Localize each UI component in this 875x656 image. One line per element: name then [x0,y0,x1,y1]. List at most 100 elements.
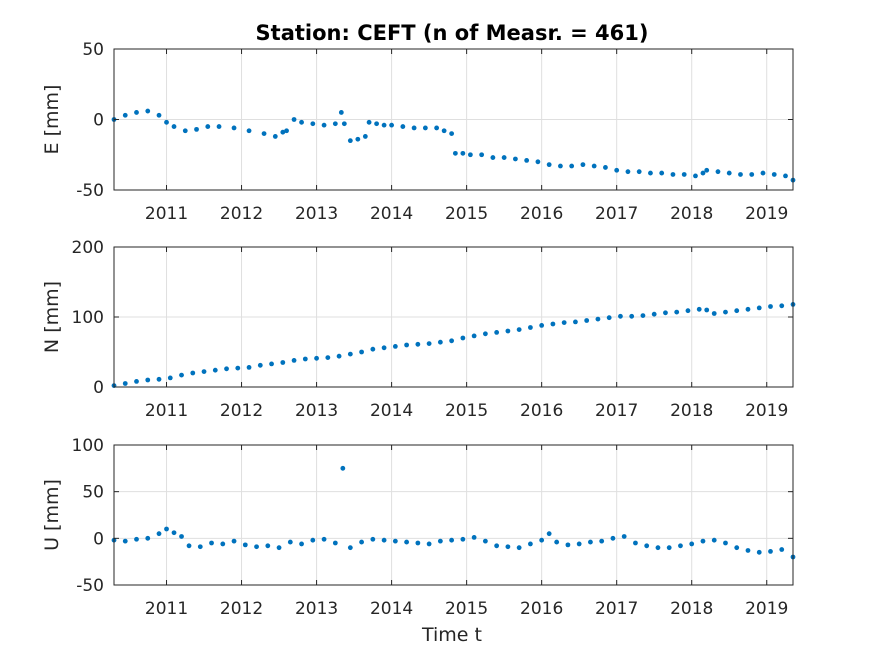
up-data-point [242,542,248,548]
north-data-point [640,313,646,318]
east-data-point [501,155,507,160]
north-data-point [190,370,196,376]
north-data-point [122,381,128,386]
up-data-point [546,531,552,537]
up-data-point [633,540,638,546]
up-data-point [528,541,533,547]
east-x-tick-label: 2016 [520,204,563,224]
east-data-point [704,167,710,173]
east-subplot: 2011 2012 2013 2014 2015 2016 2017 2018 2019 -50 0… [41,40,796,224]
east-data-point [411,125,417,131]
east-data-point [332,121,338,127]
up-data-point [655,545,661,551]
up-data-point [426,541,432,547]
up-y-axis-label: U [mm] [41,479,63,551]
east-data-point [771,172,777,177]
east-data-point [546,162,552,168]
north-data-point [779,303,785,309]
east-data-point [284,128,289,134]
north-data-point [723,309,728,315]
up-y-tick-label: -50 [76,576,104,596]
up-data-point [392,538,398,544]
north-y-tick-label: 100 [72,308,104,328]
up-data-point [610,535,616,541]
north-x-tick-label: 2017 [595,401,638,421]
east-data-point [452,150,458,156]
east-data-point [591,163,597,169]
north-data-point [494,330,500,335]
up-y-tick-label: 0 [93,529,104,549]
north-data-point [156,376,162,382]
east-data-point [355,136,361,142]
up-data-point [711,537,717,543]
north-data-point [370,346,376,352]
up-data-point [554,539,560,545]
east-data-point [726,170,732,176]
up-data-point [254,544,259,550]
east-data-point [194,126,199,132]
north-data-point [734,308,740,314]
east-data-point [299,119,304,125]
east-data-point [512,156,518,162]
east-data-point [715,169,721,175]
north-y-tick-label: 200 [72,238,104,258]
north-data-point [595,316,601,322]
east-data-point [700,170,706,176]
east-data-point [441,128,447,134]
east-data-point [749,172,755,177]
up-data-point [340,465,346,471]
north-data-point [302,356,308,362]
up-data-point [310,537,316,543]
north-data-point [179,372,184,378]
up-data-point [756,549,762,555]
north-data-point [618,313,623,319]
up-data-point [471,535,477,540]
east-data-point [460,150,466,156]
east-data-point [670,172,676,177]
north-data-point [528,325,533,330]
up-y-tick-label: 50 [82,483,104,503]
east-data-point [231,125,237,131]
east-data-point [366,119,372,125]
north-data-point [629,313,635,319]
east-data-point [681,172,687,177]
up-data-point [666,545,672,551]
up-data-point [287,539,293,545]
east-y-tick-label: 0 [93,111,104,131]
east-data-point [490,155,496,160]
north-data-point [573,319,578,325]
up-subplot: 2011 2012 2013 2014 2015 2016 2017 2018 2019 -50 0… [41,436,796,619]
north-data-point [212,367,218,373]
up-data-point [505,544,511,550]
up-x-tick-label: 2014 [370,599,413,619]
north-data-point [584,318,590,323]
up-data-point [678,543,683,549]
east-x-tick-label: 2012 [220,204,263,224]
north-data-point [685,308,691,314]
east-data-point [164,119,169,125]
up-data-point [494,543,500,549]
east-x-tick-label: 2017 [595,204,638,224]
north-data-point [269,361,274,367]
up-data-point [171,530,177,536]
north-data-point [167,375,173,381]
figure-title: Station: CEFT (n of Measr. = 461) [256,21,649,45]
up-data-point [449,537,455,543]
east-data-point [291,117,297,122]
up-data-point [565,542,571,548]
east-data-point [400,124,406,129]
east-data-point [216,124,222,129]
east-y-axis-label: E [mm] [41,85,63,155]
east-data-point [603,165,608,170]
up-x-tick-label: 2016 [520,599,563,619]
up-x-tick-label: 2011 [145,599,188,619]
north-data-point [516,327,522,332]
east-data-point [569,163,575,169]
north-data-point [505,328,511,334]
east-data-point [535,159,541,165]
east-data-point [310,121,316,127]
north-data-point [663,310,668,316]
north-data-point [257,362,263,368]
north-data-point [449,338,455,344]
